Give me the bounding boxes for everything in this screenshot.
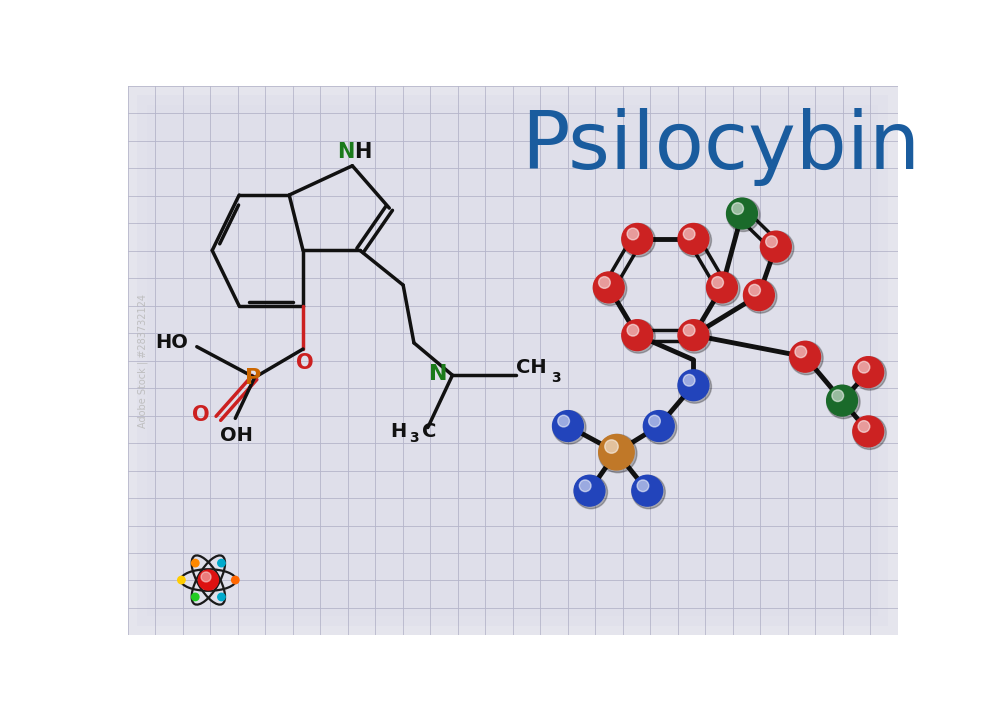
Circle shape xyxy=(832,390,844,401)
Circle shape xyxy=(683,228,695,240)
Circle shape xyxy=(605,440,618,453)
Circle shape xyxy=(853,416,886,449)
Text: Adobe Stock | #283732124: Adobe Stock | #283732124 xyxy=(138,293,148,428)
FancyBboxPatch shape xyxy=(137,95,888,626)
Circle shape xyxy=(744,280,777,313)
Circle shape xyxy=(678,223,711,257)
Circle shape xyxy=(766,236,777,248)
Circle shape xyxy=(553,411,583,441)
Circle shape xyxy=(858,421,870,433)
Text: OH: OH xyxy=(220,426,253,445)
Circle shape xyxy=(553,411,586,444)
Circle shape xyxy=(599,435,634,470)
Circle shape xyxy=(853,357,886,390)
Circle shape xyxy=(712,276,723,288)
Text: 3: 3 xyxy=(409,431,419,446)
Circle shape xyxy=(192,559,199,567)
Circle shape xyxy=(678,370,711,403)
Circle shape xyxy=(678,320,711,353)
Circle shape xyxy=(760,231,791,262)
Circle shape xyxy=(232,576,239,584)
Circle shape xyxy=(678,320,709,351)
Text: N: N xyxy=(429,363,448,383)
Circle shape xyxy=(201,572,211,582)
FancyBboxPatch shape xyxy=(128,86,898,635)
Circle shape xyxy=(853,416,884,447)
Circle shape xyxy=(622,223,655,257)
Circle shape xyxy=(827,386,860,418)
Circle shape xyxy=(732,203,744,214)
Circle shape xyxy=(632,476,663,506)
Circle shape xyxy=(218,593,225,600)
Circle shape xyxy=(218,559,225,567)
Circle shape xyxy=(727,198,760,231)
Circle shape xyxy=(678,370,709,401)
Circle shape xyxy=(622,320,655,353)
Text: O: O xyxy=(296,353,313,373)
Circle shape xyxy=(790,341,821,372)
Circle shape xyxy=(727,198,757,229)
Circle shape xyxy=(744,280,774,311)
Circle shape xyxy=(574,476,608,508)
Circle shape xyxy=(627,324,639,336)
Circle shape xyxy=(574,476,605,506)
Circle shape xyxy=(749,284,760,296)
Text: H: H xyxy=(354,142,371,162)
Circle shape xyxy=(579,480,591,492)
Circle shape xyxy=(790,341,823,375)
Circle shape xyxy=(558,416,569,427)
Circle shape xyxy=(632,476,665,508)
Text: O: O xyxy=(192,406,209,426)
Circle shape xyxy=(643,411,674,441)
Circle shape xyxy=(593,272,624,303)
Circle shape xyxy=(827,386,857,416)
Text: N: N xyxy=(337,142,355,162)
Text: 3: 3 xyxy=(552,371,561,386)
FancyBboxPatch shape xyxy=(128,86,898,635)
Text: Psilocybin: Psilocybin xyxy=(521,108,920,186)
Circle shape xyxy=(795,346,807,358)
Circle shape xyxy=(198,570,218,590)
Circle shape xyxy=(858,361,870,373)
Circle shape xyxy=(627,228,639,240)
Circle shape xyxy=(594,272,627,306)
Text: CH: CH xyxy=(516,358,547,377)
Circle shape xyxy=(192,593,199,600)
Circle shape xyxy=(853,357,884,388)
Circle shape xyxy=(683,374,695,386)
Circle shape xyxy=(599,276,610,288)
Circle shape xyxy=(622,320,653,351)
Text: C: C xyxy=(422,422,437,441)
Circle shape xyxy=(649,416,660,427)
Circle shape xyxy=(644,411,677,444)
Text: HO: HO xyxy=(156,333,189,353)
Circle shape xyxy=(637,480,649,492)
Circle shape xyxy=(683,324,695,336)
Circle shape xyxy=(622,223,653,254)
Text: H: H xyxy=(390,422,407,441)
Circle shape xyxy=(707,272,737,303)
Circle shape xyxy=(707,272,740,306)
Circle shape xyxy=(178,576,185,584)
Circle shape xyxy=(761,231,794,265)
Text: P: P xyxy=(245,368,261,388)
Circle shape xyxy=(678,223,709,254)
Circle shape xyxy=(599,434,637,473)
